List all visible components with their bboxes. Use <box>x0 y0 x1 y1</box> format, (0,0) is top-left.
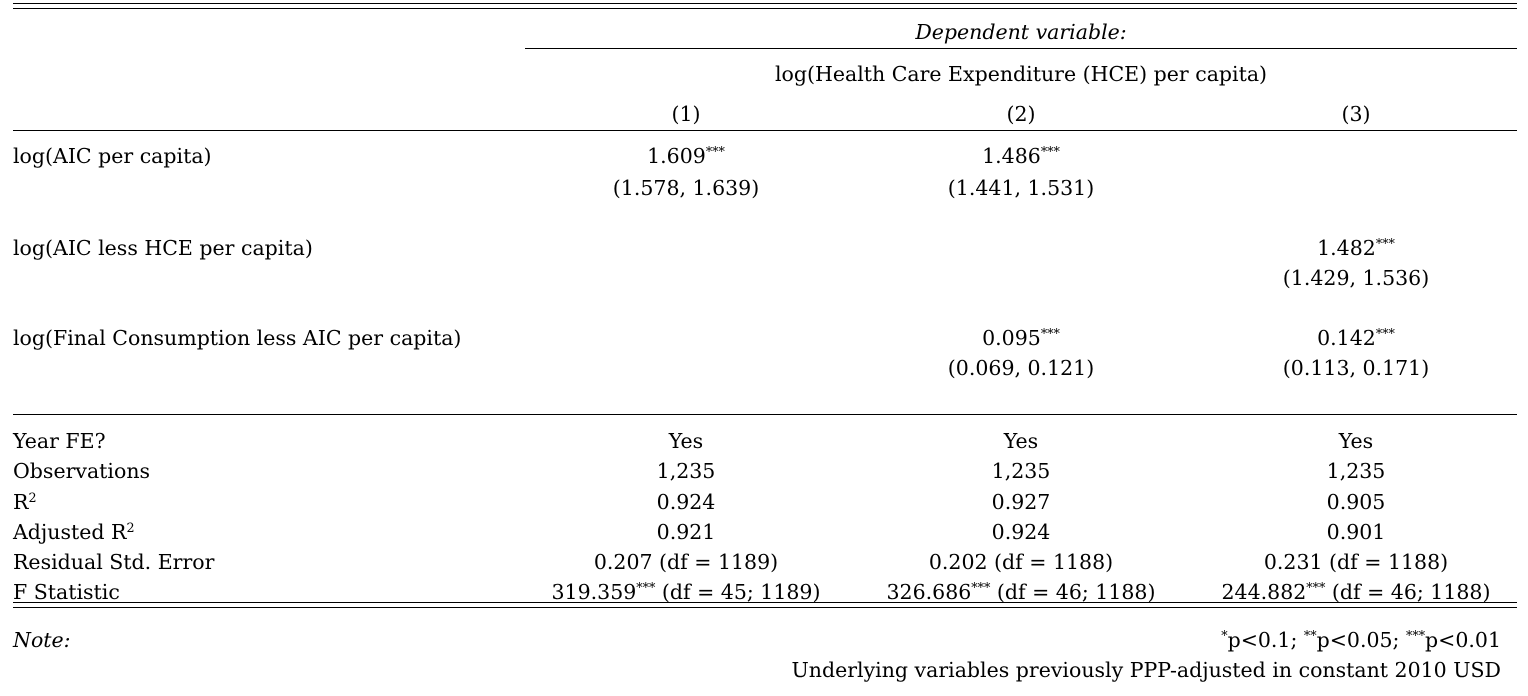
ppp-note: Underlying variables previously PPP-adju… <box>791 658 1501 682</box>
significance-stars: *** <box>705 144 725 160</box>
f-statistic-value: 244.882*** (df = 46; 1188) <box>1221 580 1491 604</box>
coefficient-estimate: 0.142*** <box>1317 326 1395 350</box>
stat-value: 0.207 (df = 1189) <box>593 550 779 574</box>
significance-threshold: p<0.01 <box>1425 628 1501 652</box>
coefficient-estimate: 0.095*** <box>982 326 1060 350</box>
significance-stars: *** <box>971 580 991 596</box>
significance-threshold: p<0.1; <box>1227 628 1304 652</box>
column-header-3: (3) <box>1341 102 1371 126</box>
significance-stars: *** <box>636 580 656 596</box>
row-label-aic-less-hce: log(AIC less HCE per capita) <box>13 236 313 260</box>
dependent-variable-name: log(Health Care Expenditure (HCE) per ca… <box>774 62 1268 86</box>
stat-value: 0.921 <box>656 520 716 544</box>
superscript: 2 <box>28 490 37 506</box>
stat-value: 1,235 <box>991 459 1051 483</box>
stat-label-f-statistic: F Statistic <box>13 580 120 604</box>
stat-value: 1,235 <box>656 459 716 483</box>
dependent-variable-label: Dependent variable: <box>915 20 1127 44</box>
column-header-1: (1) <box>671 102 701 126</box>
significance-note: *p<0.1; **p<0.05; ***p<0.01 <box>1221 628 1501 652</box>
stat-label-observations: Observations <box>13 459 151 483</box>
stat-label-rse: Residual Std. Error <box>13 550 215 574</box>
coefficient-estimate: 1.486*** <box>982 144 1060 168</box>
stat-value: 0.924 <box>656 490 716 514</box>
f-value: 319.359 <box>551 580 637 604</box>
coefficient-value: 1.486 <box>982 144 1041 168</box>
stat-value: Yes <box>1003 429 1039 453</box>
bottom-rule-1 <box>13 602 1517 604</box>
stat-value: 0.901 <box>1326 520 1386 544</box>
stat-value: 1,235 <box>1326 459 1386 483</box>
significance-stars: *** <box>1375 326 1395 342</box>
stat-label-year-fe: Year FE? <box>13 429 106 453</box>
significance-stars: * <box>1221 628 1228 644</box>
f-value: 326.686 <box>886 580 972 604</box>
f-statistic-value: 326.686*** (df = 46; 1188) <box>886 580 1156 604</box>
stat-value: 0.924 <box>991 520 1051 544</box>
confidence-interval: (1.441, 1.531) <box>947 176 1095 200</box>
f-statistic-value: 319.359*** (df = 45; 1189) <box>551 580 821 604</box>
significance-threshold: p<0.05; <box>1316 628 1406 652</box>
coefficient-estimate: 1.609*** <box>647 144 725 168</box>
confidence-interval: (1.578, 1.639) <box>612 176 760 200</box>
significance-stars: ** <box>1303 628 1317 644</box>
significance-stars: *** <box>1375 236 1395 252</box>
coefficient-value: 1.609 <box>647 144 706 168</box>
stat-value: 0.905 <box>1326 490 1386 514</box>
confidence-interval: (0.069, 0.121) <box>947 356 1095 380</box>
coefficient-value: 0.142 <box>1317 326 1376 350</box>
degrees-of-freedom: (df = 45; 1189) <box>655 580 821 604</box>
stat-label-adjusted-r2: Adjusted R2 <box>13 520 135 544</box>
statistics-rule <box>13 414 1517 416</box>
significance-stars: *** <box>1040 326 1060 342</box>
row-label-aic: log(AIC per capita) <box>13 144 212 168</box>
top-rule-1 <box>13 3 1517 5</box>
stat-value: Yes <box>1338 429 1374 453</box>
stat-value: Yes <box>668 429 704 453</box>
stat-label-text: Adjusted R <box>13 520 127 544</box>
stat-value: 0.927 <box>991 490 1051 514</box>
coefficient-value: 0.095 <box>982 326 1041 350</box>
f-value: 244.882 <box>1221 580 1307 604</box>
stat-label-text: R <box>13 490 29 514</box>
bottom-rule-2 <box>13 607 1517 609</box>
degrees-of-freedom: (df = 46; 1188) <box>990 580 1156 604</box>
significance-stars: *** <box>1040 144 1060 160</box>
stat-label-r2: R2 <box>13 490 37 514</box>
confidence-interval: (0.113, 0.171) <box>1282 356 1430 380</box>
column-header-rule <box>13 130 1517 132</box>
coefficient-estimate: 1.482*** <box>1317 236 1395 260</box>
significance-stars: *** <box>1306 580 1326 596</box>
superscript: 2 <box>126 520 135 536</box>
degrees-of-freedom: (df = 46; 1188) <box>1325 580 1491 604</box>
column-header-2: (2) <box>1006 102 1036 126</box>
confidence-interval: (1.429, 1.536) <box>1282 266 1430 290</box>
significance-stars: *** <box>1405 628 1426 644</box>
dependent-variable-rule <box>525 48 1517 50</box>
coefficient-value: 1.482 <box>1317 236 1376 260</box>
row-label-final-consumption: log(Final Consumption less AIC per capit… <box>13 326 462 350</box>
top-rule-2 <box>13 8 1517 10</box>
stat-value: 0.231 (df = 1188) <box>1263 550 1449 574</box>
stat-value: 0.202 (df = 1188) <box>928 550 1114 574</box>
note-label: Note: <box>13 628 71 652</box>
